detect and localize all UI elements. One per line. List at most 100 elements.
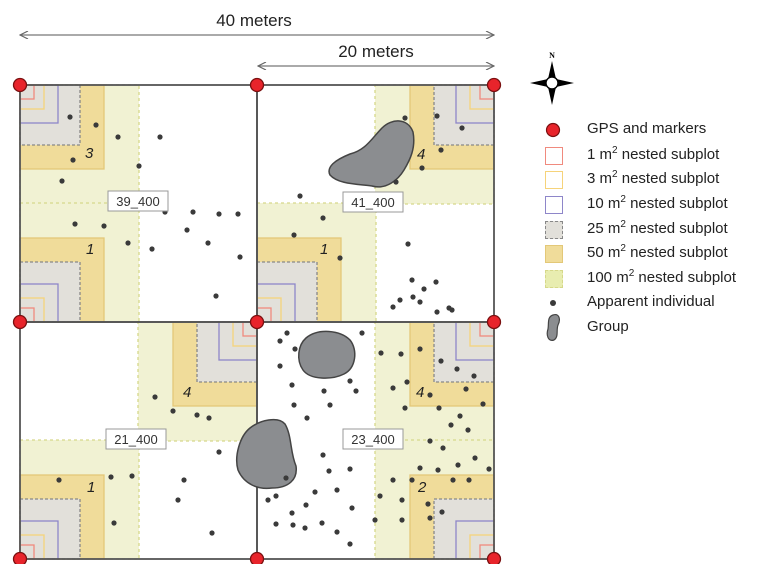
subplot-number: 1 [320, 241, 328, 258]
legend-item-sub1: 1 m2 nested subplot [530, 143, 762, 168]
individual-dot [101, 223, 107, 229]
individual-dot [277, 363, 283, 369]
individual-dot [291, 402, 297, 408]
subplot-25-swatch [545, 220, 563, 239]
individual-dot [213, 293, 219, 299]
individual-dot [302, 525, 308, 531]
legend-item-group: Group [530, 313, 762, 341]
groups-layer [236, 120, 415, 490]
total-width-label: 40 meters [216, 11, 292, 30]
individual-dot [372, 517, 378, 523]
legend-label: Group [587, 317, 629, 335]
individual-icon [550, 299, 556, 306]
individual-dot [70, 157, 76, 163]
individual-dot [125, 240, 131, 246]
gps-marker [249, 77, 265, 93]
individual-dot [56, 477, 62, 483]
gps-marker-icon [545, 122, 561, 138]
legend-label: 25 m2 nested subplot [587, 218, 728, 237]
individual-dot [398, 351, 404, 357]
individual-dot [327, 402, 333, 408]
legend-label: 3 m2 nested subplot [587, 169, 720, 188]
individual-dot [115, 134, 121, 140]
subplot-number: 4 [417, 146, 425, 163]
individual-dot [237, 254, 243, 260]
gps-marker [12, 551, 28, 564]
individual-dot [425, 501, 431, 507]
compass-icon: N [530, 51, 574, 105]
gps-marker [486, 77, 502, 93]
legend-label: Apparent individual [587, 292, 715, 310]
individual-dot [320, 215, 326, 221]
individual-dot [72, 221, 78, 227]
individual-dot [67, 114, 73, 120]
individual-dot [129, 473, 135, 479]
gps-marker [12, 77, 28, 93]
subplot-10-swatch [545, 196, 563, 215]
individual-dot [347, 466, 353, 472]
individual-dot [170, 408, 176, 414]
individual-dot [433, 279, 439, 285]
gps-markers-layer [12, 77, 502, 564]
half-width-label: 20 meters [338, 42, 414, 61]
individual-dot [334, 487, 340, 493]
subplot-25-square [19, 261, 81, 323]
individual-dot [273, 521, 279, 527]
individual-dot [283, 475, 289, 481]
individual-dot [304, 415, 310, 421]
subplot-25-square [19, 498, 81, 560]
individual-dot [194, 412, 200, 418]
svg-text:21_400: 21_400 [114, 432, 157, 447]
individual-dot [289, 510, 295, 516]
individual-dot [446, 305, 452, 311]
individual-dot [397, 297, 403, 303]
individual-dot [353, 388, 359, 394]
individual-dot [93, 122, 99, 128]
individual-dot [427, 438, 433, 444]
individual-dot [438, 147, 444, 153]
gps-marker [249, 314, 265, 330]
legend-item-sub50: 50 m2 nested subplot [530, 241, 762, 266]
individual-dot [216, 449, 222, 455]
individual-dot [427, 392, 433, 398]
individual-dot [190, 209, 196, 215]
individual-dot [136, 163, 142, 169]
legend-label: GPS and markers [587, 120, 707, 137]
individual-dot [472, 455, 478, 461]
subplot-50-swatch [545, 245, 563, 264]
individual-dot [359, 330, 365, 336]
legend-label: 50 m2 nested subplot [587, 243, 728, 262]
individual-dot [303, 502, 309, 508]
individual-dot [405, 241, 411, 247]
legend-label: 100 m2 nested subplot [587, 268, 737, 287]
legend-item-sub100: 100 m2 nested subplot [530, 266, 762, 291]
individual-dot [466, 477, 472, 483]
individual-dot [277, 338, 283, 344]
individual-dot [434, 113, 440, 119]
individual-dot [157, 134, 163, 140]
group-icon [546, 313, 560, 341]
individual-dot [404, 379, 410, 385]
subplot-number: 4 [183, 384, 191, 401]
individual-dot [417, 465, 423, 471]
gps-marker [249, 551, 265, 564]
legend-label: 10 m2 nested subplot [587, 194, 728, 213]
individual-dot [378, 350, 384, 356]
svg-text:39_400: 39_400 [116, 194, 159, 209]
legend-label: 1 m2 nested subplot [587, 144, 720, 163]
individual-dot [419, 165, 425, 171]
individual-dot [454, 366, 460, 372]
individual-dot [399, 497, 405, 503]
subplot-25-square [433, 321, 495, 383]
individual-dot [290, 522, 296, 528]
individual-dot [347, 541, 353, 547]
subplot-100-swatch [545, 270, 563, 289]
gps-marker [486, 551, 502, 564]
svg-text:41_400: 41_400 [351, 195, 394, 210]
plot-id-label: 21_400 [105, 428, 167, 450]
subplot-25-square [433, 84, 495, 146]
individual-dot [465, 427, 471, 433]
legend-item-individual: Apparent individual [530, 291, 762, 316]
individual-dot [457, 413, 463, 419]
